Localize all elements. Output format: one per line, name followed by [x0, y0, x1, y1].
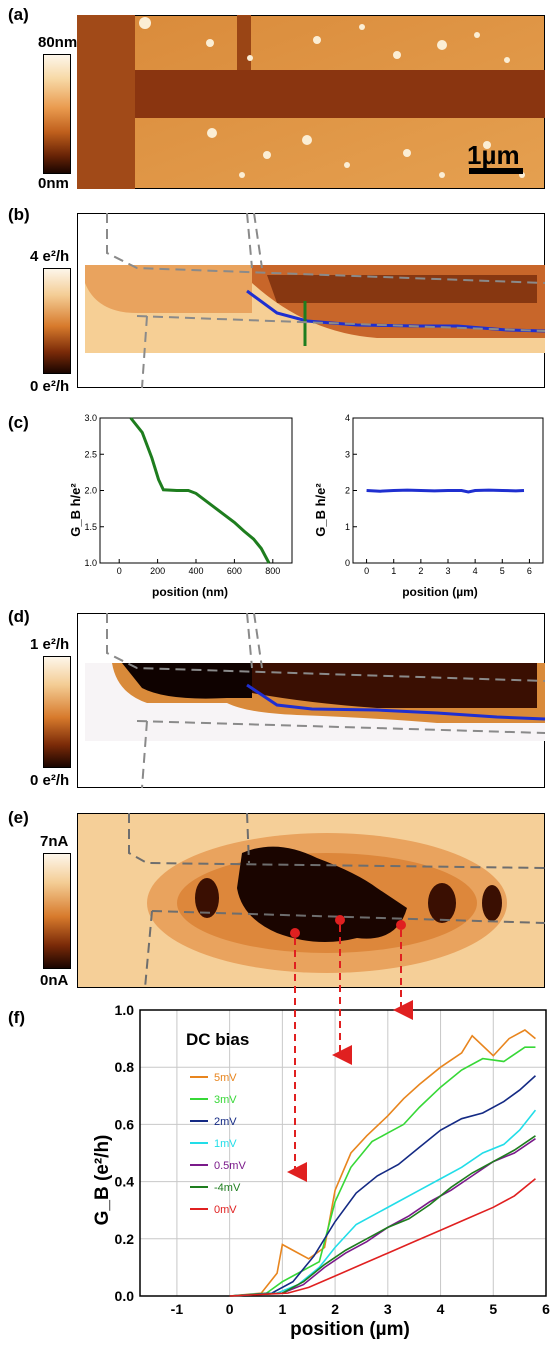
panel-c-right-xlabel: position (µm) — [402, 585, 478, 599]
panel-c-left-series-line — [129, 417, 271, 564]
panel-d-cbar-bottom: 0 e²/h — [30, 772, 70, 789]
panel-c-left-ytick-label: 2.0 — [84, 486, 97, 496]
panel-f-series-line — [229, 1178, 536, 1297]
panel-f-ytick-label: 0.4 — [115, 1174, 135, 1190]
panel-f-xtick-label: 4 — [437, 1301, 445, 1317]
panel-b-colorbar — [43, 268, 71, 374]
panel-b-cbar-bottom: 0 e²/h — [30, 378, 70, 395]
panel-f-series-line — [229, 1075, 536, 1297]
panel-c-right-xtick-label: 2 — [418, 566, 423, 576]
panel-c-left-ytick-label: 1.0 — [84, 558, 97, 568]
panel-c-right-ytick-label: 1 — [345, 522, 350, 532]
panel-a-label: (a) — [8, 5, 29, 24]
panel-f-legend-title: DC bias — [186, 1030, 249, 1049]
panel-f-series-line — [229, 1046, 536, 1297]
panel-d-cbar-top: 1 e²/h — [30, 636, 70, 653]
panel-e-colorbar — [43, 853, 71, 969]
panel-f-series-line — [229, 1135, 536, 1297]
panel-c-left-xtick-label: 600 — [227, 566, 242, 576]
panel-f-xtick-label: 1 — [278, 1301, 286, 1317]
panel-c-left-ytick-label: 2.5 — [84, 449, 97, 459]
panel-e-label: (e) — [8, 808, 29, 827]
panel-c-left-xlabel: position (nm) — [152, 585, 228, 599]
panel-c-left-xtick-label: 400 — [188, 566, 203, 576]
panel-c-right-xtick-label: 5 — [500, 566, 505, 576]
panel-f-xtick-label: 2 — [331, 1301, 339, 1317]
panel-f-xlabel: position (µm) — [290, 1319, 410, 1340]
panel-c-right-ytick-label: 0 — [345, 558, 350, 568]
panel-f-ytick-label: 0.2 — [115, 1231, 135, 1247]
panel-c-left-ylabel: G_B h/e² — [68, 483, 83, 537]
panel-f-legend-label: 2mV — [214, 1116, 237, 1128]
panel-c-label: (c) — [8, 413, 29, 432]
panel-b-label: (b) — [8, 205, 30, 224]
panel-c-right-series-line — [366, 488, 525, 494]
panel-c-left-xtick-label: 200 — [150, 566, 165, 576]
panel-f-chart: -1 0 1 2 3 4 5 6 0.0 0.2 0.4 0.6 0.8 1.0 position (µm… — [92, 1002, 550, 1340]
panel-f-xtick-label: -1 — [171, 1301, 184, 1317]
panel-a-cbar-top: 80nm — [38, 34, 78, 51]
panel-f-ytick-label: 0.8 — [115, 1059, 135, 1075]
panel-c-right-xtick-label: 4 — [473, 566, 478, 576]
panel-f-xtick-label: 5 — [489, 1301, 497, 1317]
panel-c-right-ytick-label: 4 — [345, 413, 350, 423]
panel-c-right-ylabel: G_B h/e² — [313, 483, 328, 537]
panel-f-ytick-label: 0.0 — [115, 1288, 135, 1304]
panel-c-right-xtick-label: 3 — [445, 566, 450, 576]
panel-e-cbar-top: 7nA — [40, 833, 69, 850]
panel-b-cbar-top: 4 e²/h — [30, 248, 70, 265]
panel-f-legend-label: 0mV — [214, 1204, 237, 1216]
panel-f-legend-label: 3mV — [214, 1094, 237, 1106]
panel-c-right-ytick-label: 3 — [345, 449, 350, 459]
panel-d-conductance-map — [77, 613, 545, 788]
panel-f-ytick-label: 0.6 — [115, 1116, 135, 1132]
panel-f-xtick-label: 6 — [542, 1301, 550, 1317]
panel-a-colorbar — [43, 54, 71, 174]
panel-c-left-xtick-label: 800 — [265, 566, 280, 576]
panel-f-xtick-label: 3 — [384, 1301, 392, 1317]
panel-a-topography-image — [77, 15, 545, 189]
panel-f-series-line — [229, 1109, 537, 1297]
panel-e-current-map — [77, 813, 545, 988]
panel-f-legend-label: -4mV — [214, 1182, 241, 1194]
panel-b-conductance-map — [77, 213, 545, 388]
panel-f-ylabel: G_B (e²/h) — [92, 1135, 113, 1226]
panel-c-right-chart: 0 1 2 3 4 5 6 0 1 2 3 4 position (µm) G_B h/e² — [313, 413, 544, 599]
panel-c-right-xtick-label: 6 — [527, 566, 532, 576]
panel-f-xtick-label: 0 — [226, 1301, 234, 1317]
panel-f-label: (f) — [8, 1008, 25, 1027]
panel-c-left-ytick-label: 1.5 — [84, 522, 97, 532]
panel-f-ytick-label: 1.0 — [115, 1002, 135, 1018]
panel-d-label: (d) — [8, 607, 30, 626]
panel-f-legend-label: 1mV — [214, 1138, 237, 1150]
panel-c-right-xtick-label: 0 — [364, 566, 369, 576]
panel-f-frame — [139, 1009, 547, 1297]
panel-c-left-xtick-label: 0 — [117, 566, 122, 576]
panel-f-legend-label: 5mV — [214, 1072, 237, 1084]
panel-a-scale-bar-label: 1µm — [467, 140, 520, 170]
panel-c-right-xtick-label: 1 — [391, 566, 396, 576]
panel-c-left-ytick-label: 3.0 — [84, 413, 97, 423]
panel-f-series-line — [229, 1029, 536, 1297]
panel-c-left-chart: 0 200 400 600 800 1.0 1.5 2.0 2.5 3.0 position (n… — [68, 413, 293, 599]
panel-c-right-ytick-label: 2 — [345, 486, 350, 496]
panel-d-colorbar — [43, 656, 71, 768]
panel-e-cbar-bottom: 0nA — [40, 972, 69, 989]
panel-f-legend-label: 0.5mV — [214, 1160, 246, 1172]
panel-a-cbar-bottom: 0nm — [38, 175, 69, 192]
